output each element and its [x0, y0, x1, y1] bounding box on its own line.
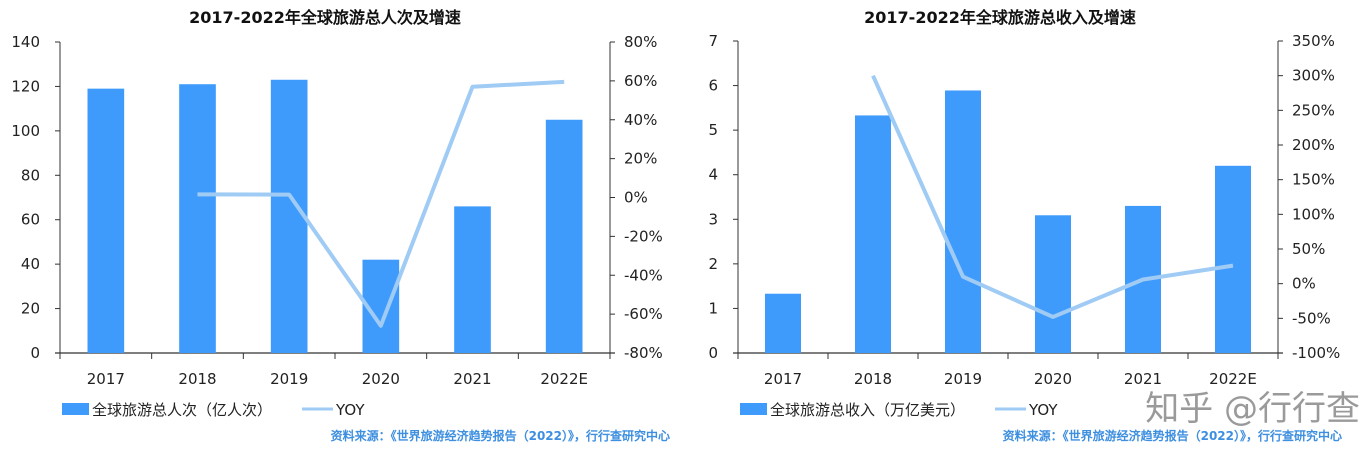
right-tick-label: -60% — [624, 305, 663, 323]
x-tick-label: 2017 — [764, 370, 802, 388]
x-tick-label: 2021 — [453, 370, 491, 388]
right-tick-label: 100% — [1292, 205, 1335, 223]
bar-2020 — [1035, 215, 1071, 353]
chart-title: 2017-2022年全球旅游总人次及增速 — [189, 8, 461, 27]
bar-2018 — [855, 115, 891, 353]
left-tick-label: 4 — [708, 166, 718, 184]
left-tick-label: 20 — [21, 300, 40, 318]
x-tick-label: 2020 — [1034, 370, 1072, 388]
left-tick-label: 120 — [11, 77, 40, 95]
x-tick-label: 2019 — [270, 370, 308, 388]
x-tick-label: 2021 — [1124, 370, 1162, 388]
chart-1: 2017-2022年全球旅游总人次及增速 0 20 40 60 80 100 120 140 -8… — [11, 8, 670, 443]
chart-title: 2017-2022年全球旅游总收入及增速 — [864, 8, 1136, 27]
left-tick-label: 140 — [11, 33, 40, 51]
x-tick-label: 2020 — [362, 370, 400, 388]
left-tick-label: 80 — [21, 166, 40, 184]
right-tick-label: 0% — [624, 189, 648, 207]
bar-2021 — [454, 206, 491, 353]
left-tick-label: 7 — [708, 32, 718, 50]
legend-bar-label: 全球旅游总人次（亿人次） — [92, 401, 272, 419]
chart-2: 2017-2022年全球旅游总收入及增速 0 1 2 3 4 5 6 7 -100% -50% 0% 5… — [708, 8, 1342, 443]
bar-2022E — [1215, 165, 1251, 353]
legend-line-label: YOY — [1028, 401, 1058, 419]
bar-2019 — [270, 79, 308, 353]
left-tick-label: 1 — [708, 299, 718, 317]
left-tick-label: 40 — [21, 255, 40, 273]
right-tick-label: 150% — [1292, 171, 1335, 189]
right-tick-label: 250% — [1292, 101, 1335, 119]
bar-2017 — [765, 293, 801, 353]
bar-2018 — [179, 84, 216, 353]
right-tick-label: 40% — [624, 111, 657, 129]
right-tick-label: 350% — [1292, 32, 1335, 50]
right-tick-label: -40% — [624, 266, 663, 284]
watermark: 知乎 @行行查 — [1145, 389, 1360, 429]
bar-2022E — [545, 119, 583, 353]
source-note: 资料来源：《世界旅游经济趋势报告（2022）》，行行查研究中心 — [1003, 428, 1342, 443]
x-tick-label: 2019 — [944, 370, 982, 388]
left-tick-label: 0 — [708, 344, 718, 362]
legend: 全球旅游总收入（万亿美元） YOY — [740, 401, 1058, 419]
source-note: 资料来源：《世界旅游经济趋势报告（2022）》，行行查研究中心 — [331, 428, 670, 443]
bar-2019 — [945, 90, 981, 353]
legend-bar-label: 全球旅游总收入（万亿美元） — [770, 401, 965, 419]
legend: 全球旅游总人次（亿人次） YOY — [62, 401, 365, 419]
right-tick-label: -100% — [1292, 344, 1340, 362]
left-tick-label: 0 — [30, 344, 40, 362]
x-tick-label: 2022E — [540, 370, 588, 388]
left-tick-label: 60 — [21, 211, 40, 229]
right-tick-label: -20% — [624, 227, 663, 245]
right-tick-label: 0% — [1292, 275, 1316, 293]
x-tick-label: 2017 — [87, 370, 125, 388]
left-tick-label: 2 — [708, 255, 718, 273]
left-tick-label: 6 — [708, 77, 718, 95]
left-tick-label: 5 — [708, 121, 718, 139]
legend-bar-swatch — [740, 403, 767, 415]
right-tick-label: -50% — [1292, 309, 1331, 327]
right-tick-label: 200% — [1292, 136, 1335, 154]
right-tick-label: 20% — [624, 150, 657, 168]
right-tick-label: 80% — [624, 33, 657, 51]
left-tick-label: 3 — [708, 210, 718, 228]
x-tick-label: 2018 — [178, 370, 216, 388]
right-tick-label: 60% — [624, 72, 657, 90]
legend-bar-swatch — [62, 403, 89, 415]
legend-line-label: YOY — [335, 401, 365, 419]
left-tick-label: 100 — [11, 122, 40, 140]
right-tick-label: 50% — [1292, 240, 1325, 258]
x-tick-label: 2018 — [854, 370, 892, 388]
right-tick-label: 300% — [1292, 67, 1335, 85]
x-tick-label: 2022E — [1209, 370, 1257, 388]
bar-2017 — [87, 88, 125, 354]
right-tick-label: -80% — [624, 344, 663, 362]
